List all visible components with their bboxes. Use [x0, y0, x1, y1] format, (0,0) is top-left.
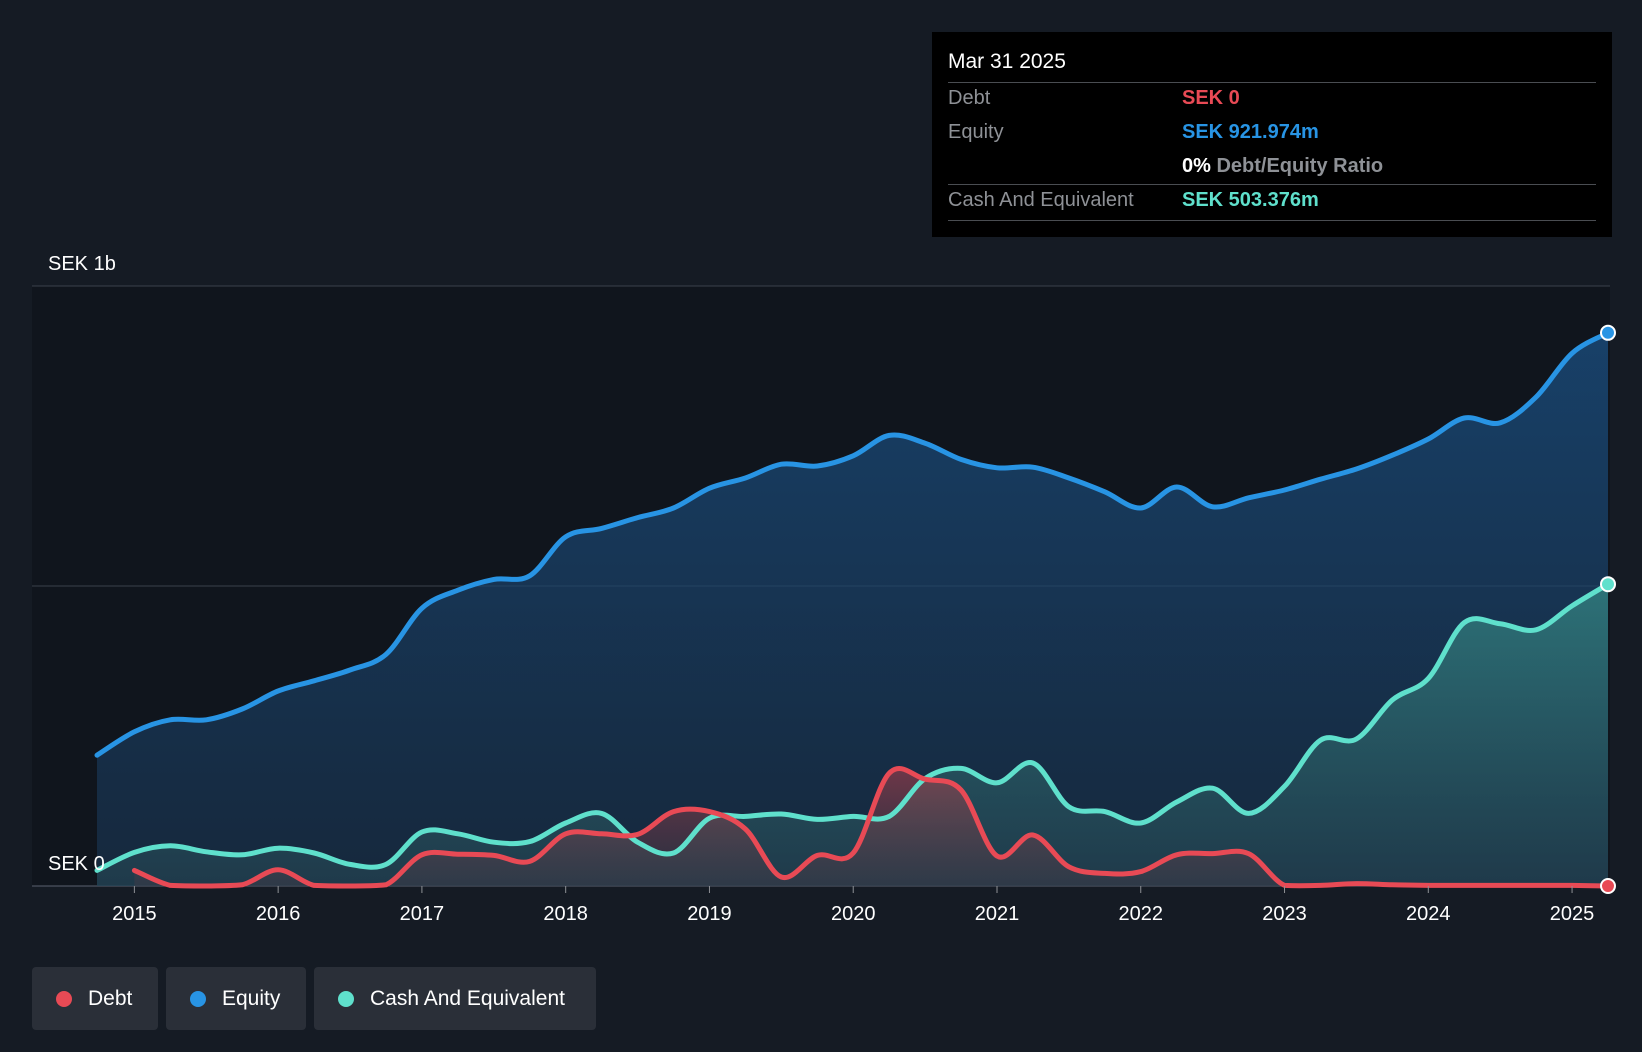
x-tick-label: 2020	[831, 903, 876, 925]
tooltip-debt-value: SEK 0	[1182, 87, 1240, 109]
tooltip-date: Mar 31 2025	[948, 50, 1066, 73]
circle-dot-icon	[190, 990, 206, 1007]
cash-area	[97, 584, 1608, 886]
tooltip-equity-value: SEK 921.974m	[1182, 121, 1319, 143]
circle-dot-icon	[338, 990, 354, 1007]
x-tick-label: 2018	[543, 903, 588, 925]
tooltip-divider	[948, 220, 1596, 221]
circle-dot-icon	[56, 990, 72, 1007]
x-tick-label: 2025	[1550, 903, 1595, 925]
legend-label-debt: Debt	[88, 986, 133, 1010]
end-markers	[1600, 324, 1616, 894]
tooltip-equity-label: Equity	[948, 121, 1004, 143]
equity-line	[94, 330, 1611, 758]
end-marker	[1600, 324, 1616, 341]
tooltip-debt-label: Debt	[948, 87, 991, 109]
debt-area	[134, 768, 1608, 886]
tooltip-ratio-label: Debt/Equity Ratio	[1216, 155, 1384, 177]
tooltip-divider	[948, 184, 1596, 185]
y-axis-label-bottom: SEK 0	[48, 853, 105, 875]
debt-line	[131, 766, 1611, 889]
x-tick-label: 2023	[1262, 903, 1307, 925]
legend-label-cash: Cash And Equivalent	[370, 986, 565, 1010]
tooltip-cash-value: SEK 503.376m	[1182, 189, 1319, 211]
x-axis-ticks: 2015 2016 2017 2018 2019 2020 2021 2022 2023 2024…	[112, 886, 1594, 925]
x-tick-label: 2019	[687, 903, 732, 925]
equity-area	[97, 332, 1608, 886]
end-marker	[1600, 576, 1616, 593]
x-tick-label: 2022	[1119, 903, 1164, 925]
tooltip-ratio-value: 0%	[1182, 155, 1211, 177]
tooltip-cash-label: Cash And Equivalent	[948, 189, 1134, 211]
legend-label-equity: Equity	[222, 986, 281, 1010]
x-tick-label: 2017	[400, 903, 445, 925]
x-tick-label: 2021	[975, 903, 1020, 925]
x-tick-label: 2024	[1406, 903, 1451, 925]
tooltip-ratio: 0% Debt/Equity Ratio	[1182, 155, 1383, 178]
x-tick-label: 2016	[256, 903, 301, 925]
legend-item-debt[interactable]: Debt	[32, 967, 158, 1030]
y-axis-label-top: SEK 1b	[48, 253, 116, 275]
tooltip-panel: Mar 31 2025 Debt SEK 0 Equity SEK 921.97…	[932, 32, 1612, 237]
legend-item-equity[interactable]: Equity	[166, 967, 306, 1030]
tooltip-divider	[948, 82, 1596, 83]
legend-item-cash[interactable]: Cash And Equivalent	[314, 967, 596, 1030]
end-marker	[1600, 878, 1616, 894]
cash-line	[94, 581, 1611, 873]
x-tick-label: 2015	[112, 903, 157, 925]
